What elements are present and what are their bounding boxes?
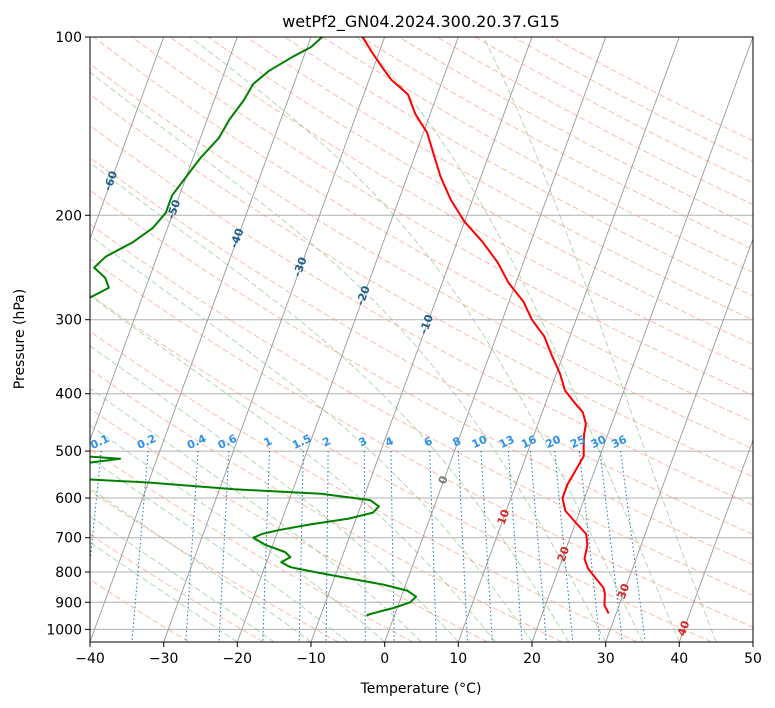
isotherm-line: [163, 37, 386, 642]
isotherm-line: [90, 37, 312, 642]
y-tick-label: 900: [55, 595, 82, 611]
isotherm-line: [90, 37, 238, 442]
x-tick-label: 50: [744, 651, 762, 667]
isotherm-line: [236, 37, 459, 642]
dry-adiabat: [90, 157, 753, 536]
moist-adiabat: [482, 37, 717, 642]
dry-adiabat: [90, 93, 753, 478]
isotherm-line: [90, 37, 165, 241]
y-tick-label: 600: [55, 491, 82, 507]
x-tick-label: −40: [75, 651, 105, 667]
x-tick-label: 20: [523, 651, 541, 667]
dry-adiabat: [90, 258, 753, 628]
isotherms: [90, 37, 753, 642]
dry-adiabat: [93, 37, 753, 423]
moist-adiabat: [90, 541, 238, 642]
pressure-gridlines: [90, 37, 753, 630]
y-tick-label: 200: [55, 208, 82, 224]
isotherm-label: 10: [495, 507, 513, 526]
isotherm-label: 30: [615, 582, 633, 601]
mixing-ratio-label: 30: [589, 433, 609, 451]
y-tick-label: 400: [55, 387, 82, 403]
x-tick-label: 30: [597, 651, 615, 667]
dry-adiabat: [90, 533, 264, 642]
dry-adiabat: [90, 368, 563, 642]
dry-adiabat: [90, 223, 753, 597]
dry-adiabat: [90, 330, 638, 642]
dry-adiabat: [169, 37, 753, 371]
x-tick-label: −30: [149, 651, 179, 667]
isotherm-line: [531, 37, 753, 642]
dry-adiabat: [245, 37, 753, 321]
y-tick-label: 800: [55, 565, 82, 581]
x-tick-label: 10: [449, 651, 467, 667]
moist-adiabat: [90, 515, 275, 642]
isotherm-label: 0: [436, 474, 451, 486]
plot-area: 0.10.20.40.611.52346810131620253036-100-…: [90, 37, 753, 642]
moist-adiabat: [356, 37, 680, 642]
moist-adiabat: [90, 457, 349, 642]
plot-frame: [89, 36, 754, 643]
x-tick-label: 40: [670, 651, 688, 667]
y-tick-label: 1000: [46, 622, 82, 638]
dry-adiabat: [90, 294, 712, 642]
mixing-ratio-lines: [90, 451, 646, 642]
y-axis: 100 200 300 400 500 600 700 800 900 1000: [46, 30, 90, 638]
isotherm-line: [310, 37, 533, 642]
mixing-ratio-line: [620, 451, 646, 642]
mixing-ratio-label: 36: [609, 433, 629, 451]
isotherm-label: 20: [555, 544, 573, 563]
moist-adiabat: [190, 37, 643, 642]
mixing-ratio-label: 25: [568, 433, 587, 451]
moist-adiabat: [90, 235, 533, 642]
mixing-ratio-label: 20: [544, 433, 564, 451]
profile-series: [90, 37, 610, 617]
isotherm-line: [384, 37, 607, 642]
moist-adiabat: [90, 487, 312, 642]
y-tick-label: 500: [55, 444, 82, 460]
moist-adiabat: [90, 71, 607, 642]
moist-adiabat: [90, 345, 459, 642]
mixing-ratio-label: 13: [497, 433, 516, 451]
mixing-ratio-label: 10: [470, 433, 490, 451]
y-tick-label: 300: [55, 313, 82, 329]
isotherm-line: [605, 237, 753, 642]
dry-adiabat: [207, 37, 753, 346]
x-axis-title: Temperature (°C): [360, 681, 482, 697]
moist-adiabat: [90, 295, 496, 642]
isotherm-line: [678, 438, 753, 642]
dewpoint-profile: [90, 37, 417, 617]
x-tick-label: −20: [223, 651, 253, 667]
chart-title: wetPf2_GN04.2024.300.20.37.G15: [282, 12, 560, 32]
isotherm-line: [457, 37, 680, 642]
mixing-ratio-line: [599, 451, 623, 642]
y-tick-label: 100: [55, 30, 82, 46]
y-axis-title: Pressure (hPa): [12, 289, 28, 389]
y-tick-label: 700: [55, 531, 82, 547]
x-tick-label: −10: [296, 651, 326, 667]
mixing-ratio-label: 16: [519, 433, 539, 451]
moist-adiabat: [90, 424, 385, 642]
dry-adiabat: [284, 37, 753, 297]
x-axis: −40 −30 −20 −10 0 10 20 30 40 50: [75, 642, 762, 667]
x-tick-label: 0: [380, 651, 389, 667]
moist-adiabat: [90, 387, 422, 642]
isotherm-label: 40: [675, 619, 693, 638]
temperature-profile: [361, 37, 610, 614]
